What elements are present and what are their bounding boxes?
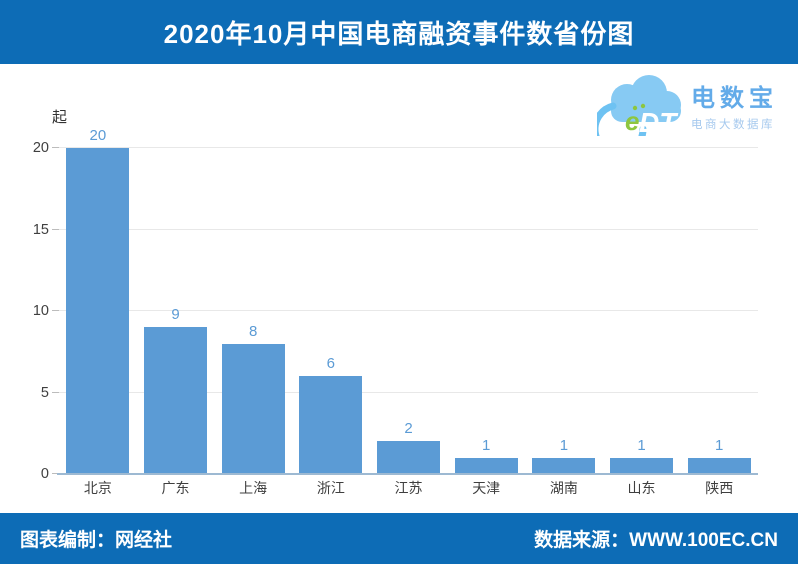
- logo-name: 电数宝: [691, 85, 778, 112]
- gridline: [59, 391, 758, 393]
- bar: [610, 457, 674, 474]
- page-title: 2020年10月中国电商融资事件数省份图: [163, 18, 635, 49]
- x-axis-label: 广东: [161, 480, 190, 496]
- cloud-logo-icon: e DT: [597, 75, 681, 136]
- y-tick-mark: [52, 228, 59, 230]
- x-axis-label: 天津: [472, 480, 501, 496]
- edt-logo: e DT 电数宝 电商大数据库: [597, 72, 778, 136]
- footer-band: 图表编制：网经社 数据来源：WWW.100EC.CN: [0, 513, 798, 564]
- y-axis-tick-label: 20: [32, 140, 49, 156]
- bar-value-label: 1: [715, 436, 724, 454]
- y-tick-mark: [52, 473, 59, 474]
- y-axis-tick-label: 5: [40, 384, 49, 401]
- bars-layer: 20 9 8 6 2 1 1 1 1: [59, 128, 758, 474]
- gridline: [59, 147, 758, 148]
- logo-letters-dt: DT: [639, 107, 679, 136]
- x-axis-line: [57, 473, 758, 475]
- bar: [454, 457, 518, 474]
- gridline: [59, 228, 758, 230]
- x-axis-label: 湖南: [549, 480, 578, 496]
- bar-value-label: 1: [482, 436, 491, 454]
- bar-slot: 9: [137, 148, 215, 474]
- y-axis-tick-label: 0: [40, 466, 49, 482]
- bar: [221, 343, 285, 474]
- y-tick-mark: [52, 310, 59, 311]
- logo-subtitle: 电商大数据库: [691, 119, 775, 131]
- bar: [687, 457, 751, 474]
- y-tick-mark: [52, 391, 59, 393]
- bar-slot: 2: [370, 148, 448, 474]
- bar-slot: 6: [292, 148, 370, 474]
- bar-value-label: 2: [404, 420, 413, 438]
- bar-slot: 1: [525, 148, 603, 474]
- header-band: 2020年10月中国电商融资事件数省份图: [0, 0, 798, 64]
- footer-source: 数据来源：WWW.100EC.CN: [534, 530, 778, 551]
- bar-slot: 1: [447, 148, 525, 474]
- footer-credit: 图表编制：网经社: [20, 530, 173, 551]
- bar-value-label: 9: [171, 306, 180, 324]
- logo-letter-e: e: [625, 106, 639, 136]
- bar-value-label: 6: [326, 355, 336, 373]
- logo-text-block: 电数宝 电商大数据库: [691, 86, 778, 132]
- bar-slot: 8: [214, 148, 292, 474]
- bar: [144, 327, 207, 474]
- chart-region: e DT 电数宝 电商大数据库 起 20 9 8 6 2 1 1 1 1 0 5 10 15 20 北京…: [0, 64, 798, 513]
- gridline: [59, 310, 758, 311]
- bar-slot: 20: [59, 128, 137, 474]
- x-axis-label: 江苏: [394, 480, 423, 496]
- bar-value-label: 1: [559, 436, 569, 454]
- bar-value-label: 20: [89, 127, 107, 144]
- y-axis-tick-label: 10: [32, 303, 49, 319]
- bar-value-label: 1: [637, 436, 646, 454]
- x-axis-labels: 北京 广东 上海 浙江 江苏 天津 湖南 山东 陕西: [59, 478, 758, 498]
- y-axis-unit-label: 起: [52, 109, 68, 126]
- y-tick-mark: [52, 147, 59, 148]
- bar: [66, 148, 130, 474]
- bar-value-label: 8: [249, 322, 258, 340]
- plot-area: 20 9 8 6 2 1 1 1 1 0 5 10 15 20: [33, 128, 758, 482]
- x-axis-label: 北京: [83, 480, 112, 496]
- y-axis-tick-label: 15: [32, 221, 49, 238]
- x-axis-label: 上海: [239, 480, 268, 496]
- bar: [532, 457, 596, 474]
- bar: [377, 441, 441, 474]
- bar: [299, 376, 363, 474]
- x-axis-label: 山东: [627, 480, 656, 496]
- x-axis-label: 浙江: [316, 480, 345, 496]
- x-axis-label: 陕西: [705, 480, 734, 496]
- bar-slot: 1: [603, 148, 681, 474]
- bar-slot: 1: [680, 148, 758, 474]
